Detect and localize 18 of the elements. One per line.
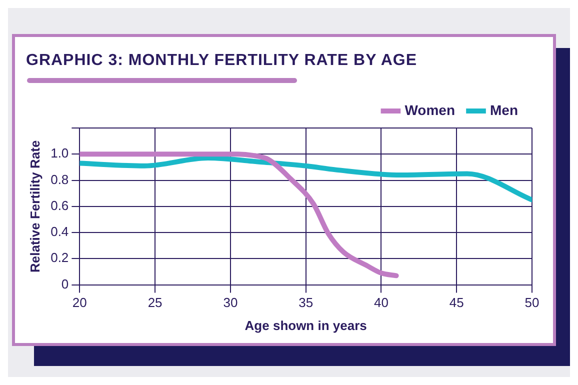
legend-label: Men <box>490 102 518 118</box>
legend-label: Women <box>404 102 456 118</box>
y-tick-label: 0 <box>61 276 69 292</box>
x-tick-label: 40 <box>374 295 388 310</box>
x-tick-label: 20 <box>72 295 87 310</box>
x-axis-title: Age shown in years <box>244 318 367 333</box>
y-axis-title: Relative Fertility Rate <box>27 140 42 273</box>
x-tick-label: 35 <box>298 295 314 310</box>
y-tick-label: 0.2 <box>50 250 69 266</box>
x-tick-label: 45 <box>449 295 464 310</box>
y-tick-label: 0.6 <box>50 198 69 213</box>
y-tick-label: 0.4 <box>50 224 69 240</box>
y-tick-label: 0.8 <box>50 172 69 187</box>
x-tick-label: 50 <box>524 295 540 310</box>
y-tick-label: 1.0 <box>50 146 69 161</box>
chart-title: GRAPHIC 3: MONTHLY FERTILITY RATE BY AGE <box>26 52 417 70</box>
x-tick-label: 30 <box>223 295 238 310</box>
x-tick-label: 25 <box>148 295 162 310</box>
